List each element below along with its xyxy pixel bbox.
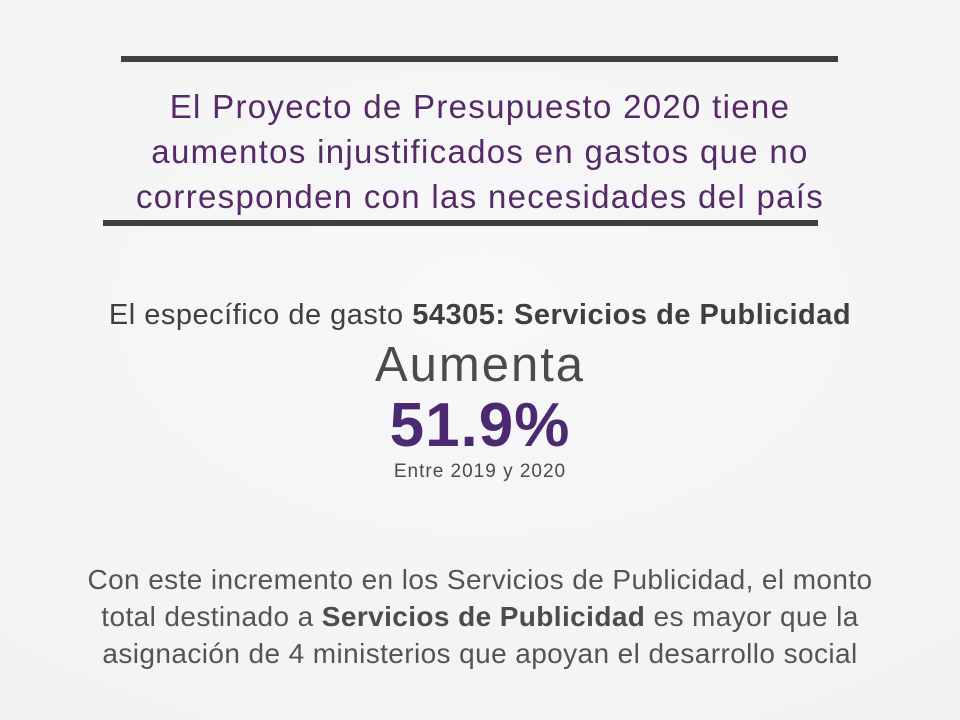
percent-statistic: 51.9% <box>389 391 571 460</box>
slide-title-line-2: aumentos injustificados en gastos que no <box>151 133 809 170</box>
top-divider-bar <box>121 56 838 62</box>
summary-paragraph: Con este incremento en los Servicios de … <box>40 561 920 672</box>
slide-title: El Proyecto de Presupuesto 2020 tiene au… <box>0 84 960 219</box>
summary-line-2-bold: Servicios de Publicidad <box>321 601 646 632</box>
summary-line-2-after: es mayor que la <box>645 601 859 632</box>
title-underline-bar <box>103 220 818 226</box>
expense-subtitle: El específico de gasto 54305: Servicios … <box>0 299 960 331</box>
summary-line-2: total destinado a Servicios de Publicida… <box>40 598 920 635</box>
summary-line-1: Con este incremento en los Servicios de … <box>87 564 873 595</box>
summary-line-3: asignación de 4 ministerios que apoyan e… <box>102 638 858 669</box>
slide-title-line-3: corresponden con las necesidades del paí… <box>135 178 825 215</box>
slide-title-line-1: El Proyecto de Presupuesto 2020 tiene <box>169 88 791 125</box>
summary-line-2-before: total destinado a <box>101 601 322 632</box>
year-range-label: Entre 2019 y 2020 <box>393 461 567 482</box>
expense-code-label: 54305: Servicios de Publicidad <box>412 299 852 331</box>
expense-subtitle-prefix: El específico de gasto <box>108 299 413 331</box>
increase-verb: Aumenta <box>374 338 586 392</box>
